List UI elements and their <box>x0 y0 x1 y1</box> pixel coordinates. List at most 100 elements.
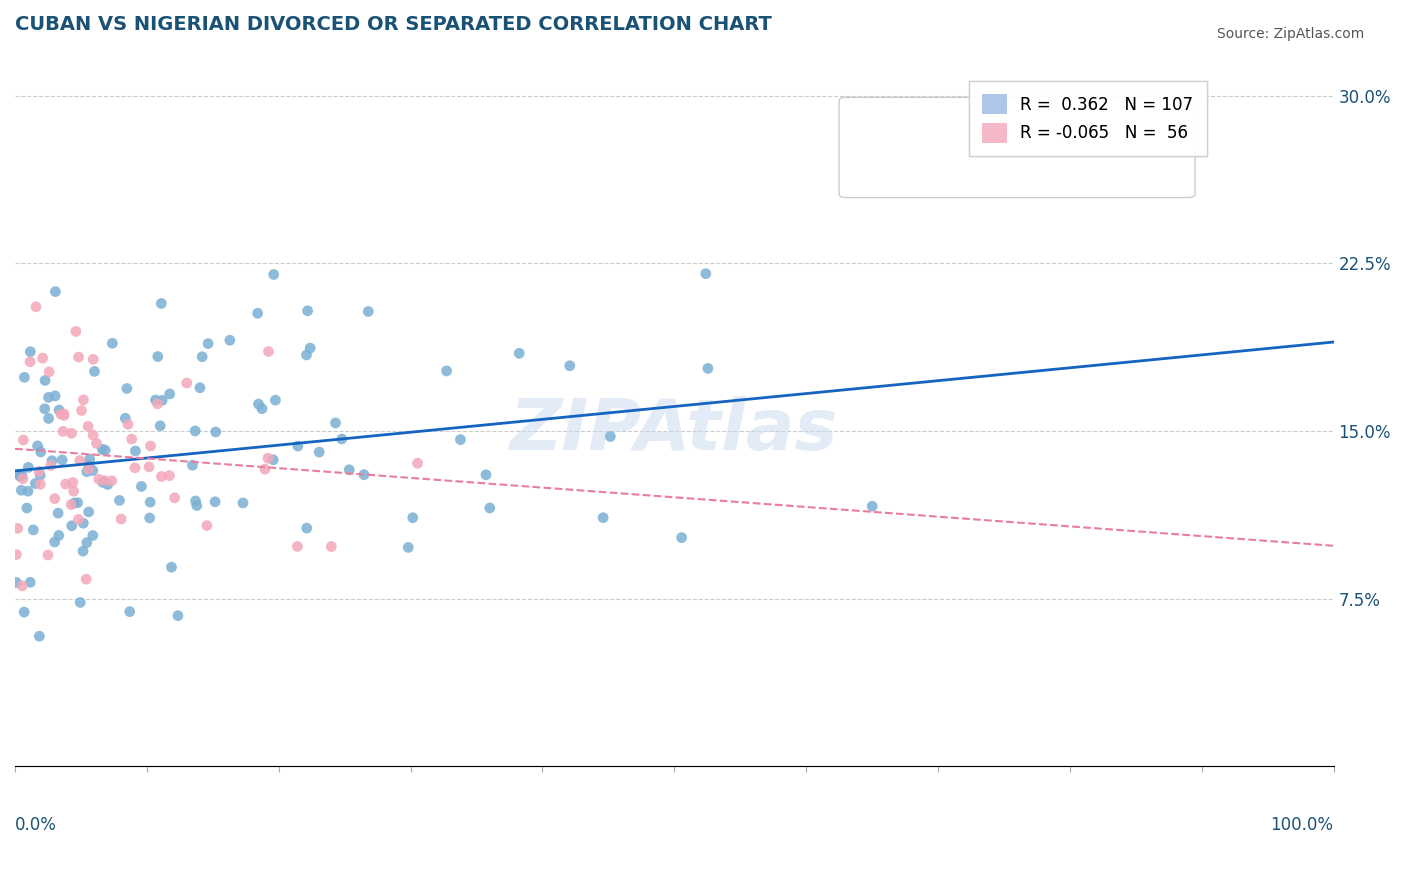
Point <box>195 518 218 533</box>
Point <box>186 499 208 513</box>
Point <box>204 495 226 509</box>
Point <box>558 359 581 373</box>
Point <box>38 365 60 379</box>
Point <box>184 424 207 438</box>
Point <box>150 393 173 408</box>
Point <box>150 469 173 483</box>
Point <box>475 467 498 482</box>
Point <box>114 411 136 425</box>
Point <box>72 392 94 407</box>
Point <box>82 428 104 442</box>
Point <box>325 416 347 430</box>
Point <box>51 453 73 467</box>
Point <box>48 403 70 417</box>
Point <box>7 521 30 535</box>
Point <box>184 494 207 508</box>
Point <box>15 501 38 516</box>
Point <box>72 544 94 558</box>
Point <box>67 350 90 364</box>
Point <box>22 523 45 537</box>
Point <box>31 351 53 366</box>
Point <box>695 267 717 281</box>
Point <box>18 355 41 369</box>
Point <box>13 605 35 619</box>
Point <box>108 493 131 508</box>
Point <box>86 436 108 450</box>
Point <box>82 463 104 477</box>
Point <box>295 521 318 535</box>
Point <box>121 432 143 446</box>
Point <box>69 453 91 467</box>
Point <box>159 387 181 401</box>
Point <box>8 469 31 483</box>
Point <box>18 575 41 590</box>
Point <box>299 341 322 355</box>
Point <box>124 460 146 475</box>
Point <box>247 397 270 411</box>
Point <box>204 425 226 439</box>
Legend: R =  0.362   N = 107, R = -0.065   N =  56: R = 0.362 N = 107, R = -0.065 N = 56 <box>969 80 1206 156</box>
Point <box>75 572 97 586</box>
Point <box>76 535 98 549</box>
Point <box>44 285 66 299</box>
Point <box>599 429 621 443</box>
Point <box>13 433 35 447</box>
Point <box>30 468 52 483</box>
Point <box>60 426 83 441</box>
Point <box>60 518 83 533</box>
Point <box>34 401 56 416</box>
Point <box>77 458 100 473</box>
Point <box>65 324 87 338</box>
Point <box>8 467 31 482</box>
Point <box>6 548 28 562</box>
Point <box>285 540 308 554</box>
Point <box>77 419 100 434</box>
Point <box>82 352 104 367</box>
Point <box>44 491 66 506</box>
Point <box>110 512 132 526</box>
Point <box>13 370 35 384</box>
Point <box>406 456 429 470</box>
Point <box>246 306 269 320</box>
Point <box>478 500 501 515</box>
Point <box>257 451 280 466</box>
Point <box>139 495 162 509</box>
Point <box>671 531 693 545</box>
Point <box>97 477 120 491</box>
Point <box>508 346 530 360</box>
Point <box>250 401 273 416</box>
Point <box>167 608 190 623</box>
Point <box>353 467 375 482</box>
Point <box>124 444 146 458</box>
Point <box>163 491 186 505</box>
Point <box>30 477 52 491</box>
Point <box>257 344 280 359</box>
Point <box>62 475 84 490</box>
Point <box>72 516 94 531</box>
Point <box>131 479 153 493</box>
Point <box>10 483 32 498</box>
Point <box>63 496 86 510</box>
FancyBboxPatch shape <box>839 97 1195 197</box>
Point <box>287 439 309 453</box>
Point <box>150 296 173 310</box>
Point <box>101 336 124 351</box>
Point <box>321 540 343 554</box>
Point <box>70 403 93 417</box>
Point <box>297 303 319 318</box>
Point <box>34 374 56 388</box>
Point <box>52 407 75 421</box>
Point <box>146 350 169 364</box>
Point <box>139 439 162 453</box>
Text: ZIPAtlas: ZIPAtlas <box>510 395 838 465</box>
Point <box>24 476 46 491</box>
Point <box>117 417 139 432</box>
Point <box>11 579 34 593</box>
Point <box>39 458 62 473</box>
Point <box>94 443 117 458</box>
Point <box>191 350 214 364</box>
Point <box>118 605 141 619</box>
Text: 100.0%: 100.0% <box>1271 816 1333 834</box>
Point <box>93 474 115 488</box>
Point <box>76 465 98 479</box>
